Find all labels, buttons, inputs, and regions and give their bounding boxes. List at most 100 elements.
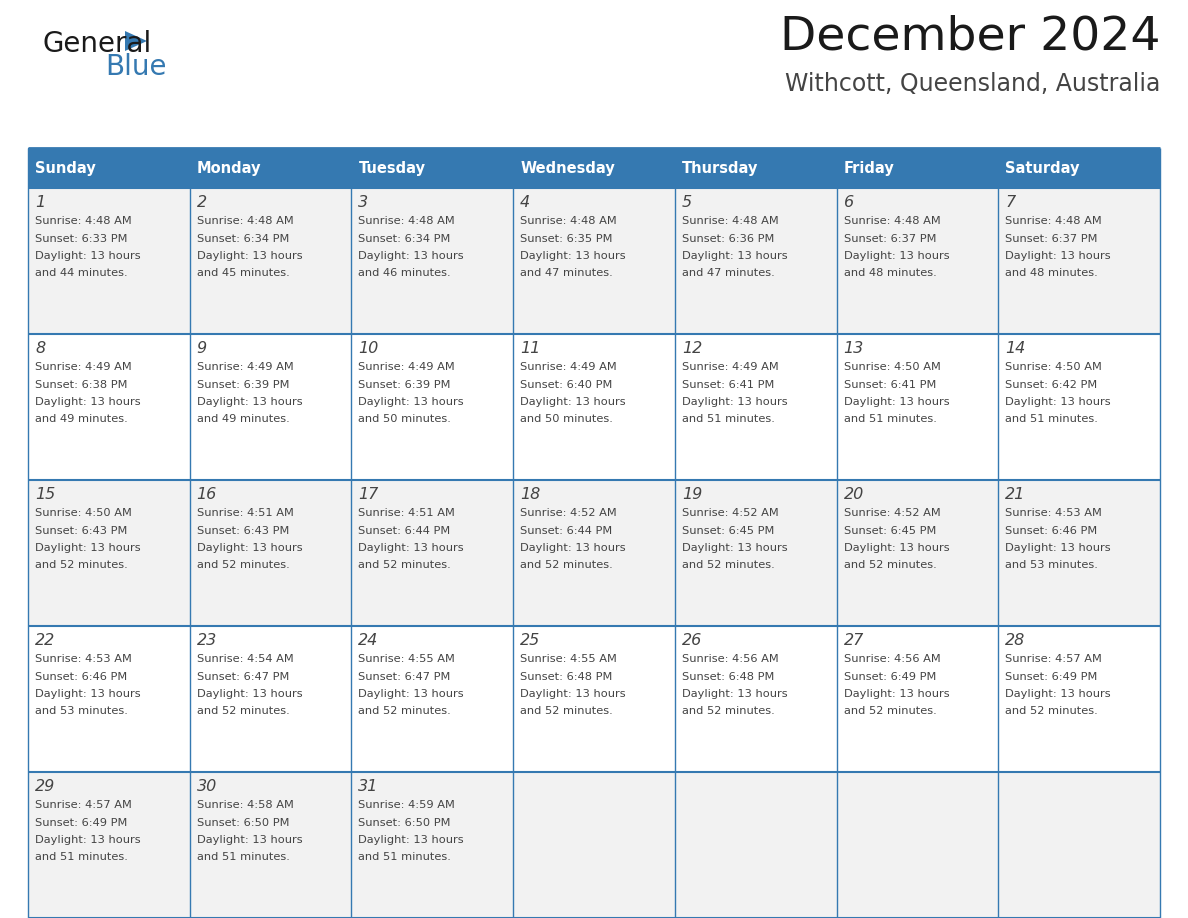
- Text: Sunrise: 4:58 AM: Sunrise: 4:58 AM: [197, 800, 293, 810]
- Text: Sunset: 6:43 PM: Sunset: 6:43 PM: [34, 525, 127, 535]
- Text: Daylight: 13 hours: Daylight: 13 hours: [682, 689, 788, 699]
- Text: 17: 17: [359, 487, 379, 502]
- Bar: [29, 188, 190, 334]
- Bar: [190, 334, 352, 480]
- Text: Sunset: 6:46 PM: Sunset: 6:46 PM: [34, 671, 127, 681]
- Text: and 50 minutes.: and 50 minutes.: [359, 415, 451, 424]
- Text: Daylight: 13 hours: Daylight: 13 hours: [197, 835, 302, 845]
- Bar: [998, 626, 1159, 772]
- Text: Daylight: 13 hours: Daylight: 13 hours: [520, 397, 626, 407]
- Text: Daylight: 13 hours: Daylight: 13 hours: [359, 835, 465, 845]
- Bar: [836, 148, 998, 188]
- Text: Sunset: 6:34 PM: Sunset: 6:34 PM: [359, 233, 450, 243]
- Text: Sunset: 6:45 PM: Sunset: 6:45 PM: [682, 525, 775, 535]
- Text: 31: 31: [359, 779, 379, 794]
- Bar: [190, 148, 352, 188]
- Text: and 52 minutes.: and 52 minutes.: [359, 707, 451, 717]
- Text: Sunrise: 4:48 AM: Sunrise: 4:48 AM: [34, 216, 132, 226]
- Text: 24: 24: [359, 633, 379, 648]
- Text: Daylight: 13 hours: Daylight: 13 hours: [197, 397, 302, 407]
- Text: Sunset: 6:48 PM: Sunset: 6:48 PM: [682, 671, 775, 681]
- Bar: [513, 626, 675, 772]
- Text: Sunset: 6:48 PM: Sunset: 6:48 PM: [520, 671, 613, 681]
- Text: Sunrise: 4:51 AM: Sunrise: 4:51 AM: [359, 508, 455, 518]
- Text: Tuesday: Tuesday: [359, 161, 425, 175]
- Text: 25: 25: [520, 633, 541, 648]
- Text: 19: 19: [682, 487, 702, 502]
- Text: Daylight: 13 hours: Daylight: 13 hours: [359, 543, 465, 553]
- Text: Sunset: 6:47 PM: Sunset: 6:47 PM: [197, 671, 289, 681]
- Text: Sunrise: 4:53 AM: Sunrise: 4:53 AM: [34, 654, 132, 664]
- Bar: [675, 334, 836, 480]
- Bar: [29, 480, 190, 626]
- Text: Daylight: 13 hours: Daylight: 13 hours: [359, 397, 465, 407]
- Bar: [836, 626, 998, 772]
- Text: Sunset: 6:37 PM: Sunset: 6:37 PM: [1005, 233, 1098, 243]
- Bar: [998, 772, 1159, 918]
- Text: Sunrise: 4:57 AM: Sunrise: 4:57 AM: [1005, 654, 1102, 664]
- Text: Daylight: 13 hours: Daylight: 13 hours: [1005, 251, 1111, 261]
- Text: Sunrise: 4:59 AM: Sunrise: 4:59 AM: [359, 800, 455, 810]
- Text: 14: 14: [1005, 341, 1025, 356]
- Text: Daylight: 13 hours: Daylight: 13 hours: [682, 397, 788, 407]
- Bar: [675, 148, 836, 188]
- Polygon shape: [125, 31, 147, 51]
- Text: Sunrise: 4:48 AM: Sunrise: 4:48 AM: [682, 216, 778, 226]
- Text: 30: 30: [197, 779, 217, 794]
- Text: Daylight: 13 hours: Daylight: 13 hours: [520, 251, 626, 261]
- Text: Sunrise: 4:51 AM: Sunrise: 4:51 AM: [197, 508, 293, 518]
- Text: and 51 minutes.: and 51 minutes.: [34, 853, 128, 863]
- Text: 7: 7: [1005, 195, 1016, 210]
- Text: Sunset: 6:40 PM: Sunset: 6:40 PM: [520, 379, 613, 389]
- Text: Sunset: 6:44 PM: Sunset: 6:44 PM: [520, 525, 612, 535]
- Bar: [513, 148, 675, 188]
- Text: and 49 minutes.: and 49 minutes.: [34, 415, 128, 424]
- Text: Sunrise: 4:50 AM: Sunrise: 4:50 AM: [34, 508, 132, 518]
- Text: Sunset: 6:49 PM: Sunset: 6:49 PM: [843, 671, 936, 681]
- Text: 10: 10: [359, 341, 379, 356]
- Text: and 53 minutes.: and 53 minutes.: [34, 707, 128, 717]
- Bar: [836, 772, 998, 918]
- Text: Sunrise: 4:53 AM: Sunrise: 4:53 AM: [1005, 508, 1102, 518]
- Text: Sunset: 6:43 PM: Sunset: 6:43 PM: [197, 525, 289, 535]
- Text: and 52 minutes.: and 52 minutes.: [843, 707, 936, 717]
- Text: Daylight: 13 hours: Daylight: 13 hours: [1005, 397, 1111, 407]
- Text: Sunset: 6:42 PM: Sunset: 6:42 PM: [1005, 379, 1098, 389]
- Text: and 47 minutes.: and 47 minutes.: [520, 268, 613, 278]
- Text: Daylight: 13 hours: Daylight: 13 hours: [34, 397, 140, 407]
- Text: Daylight: 13 hours: Daylight: 13 hours: [1005, 689, 1111, 699]
- Text: Daylight: 13 hours: Daylight: 13 hours: [520, 543, 626, 553]
- Text: Sunrise: 4:48 AM: Sunrise: 4:48 AM: [197, 216, 293, 226]
- Text: Sunset: 6:45 PM: Sunset: 6:45 PM: [843, 525, 936, 535]
- Text: Sunrise: 4:56 AM: Sunrise: 4:56 AM: [682, 654, 778, 664]
- Text: Sunrise: 4:49 AM: Sunrise: 4:49 AM: [359, 362, 455, 372]
- Text: Daylight: 13 hours: Daylight: 13 hours: [359, 689, 465, 699]
- Bar: [190, 772, 352, 918]
- Text: Sunrise: 4:56 AM: Sunrise: 4:56 AM: [843, 654, 941, 664]
- Text: 3: 3: [359, 195, 368, 210]
- Bar: [998, 480, 1159, 626]
- Bar: [352, 188, 513, 334]
- Text: Daylight: 13 hours: Daylight: 13 hours: [843, 397, 949, 407]
- Text: Friday: Friday: [843, 161, 895, 175]
- Bar: [190, 188, 352, 334]
- Text: Sunday: Sunday: [34, 161, 96, 175]
- Text: Daylight: 13 hours: Daylight: 13 hours: [197, 689, 302, 699]
- Bar: [513, 334, 675, 480]
- Text: Daylight: 13 hours: Daylight: 13 hours: [843, 543, 949, 553]
- Text: 8: 8: [34, 341, 45, 356]
- Text: and 51 minutes.: and 51 minutes.: [197, 853, 290, 863]
- Text: Sunset: 6:46 PM: Sunset: 6:46 PM: [1005, 525, 1098, 535]
- Text: Withcott, Queensland, Australia: Withcott, Queensland, Australia: [784, 72, 1159, 96]
- Text: Sunrise: 4:48 AM: Sunrise: 4:48 AM: [843, 216, 941, 226]
- Bar: [29, 148, 190, 188]
- Text: Daylight: 13 hours: Daylight: 13 hours: [197, 251, 302, 261]
- Bar: [675, 188, 836, 334]
- Text: and 49 minutes.: and 49 minutes.: [197, 415, 290, 424]
- Text: Sunset: 6:39 PM: Sunset: 6:39 PM: [197, 379, 289, 389]
- Text: Sunset: 6:37 PM: Sunset: 6:37 PM: [843, 233, 936, 243]
- Text: Sunset: 6:49 PM: Sunset: 6:49 PM: [34, 818, 127, 827]
- Text: and 46 minutes.: and 46 minutes.: [359, 268, 451, 278]
- Text: and 52 minutes.: and 52 minutes.: [34, 561, 128, 570]
- Bar: [675, 480, 836, 626]
